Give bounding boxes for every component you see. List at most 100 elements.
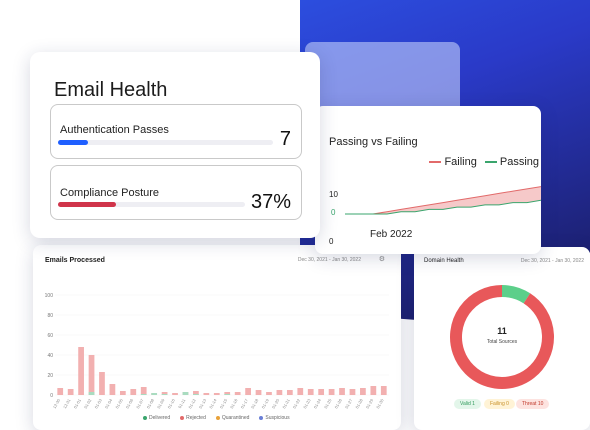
bar-rejected xyxy=(276,390,283,395)
y-tick-label: 80 xyxy=(47,313,53,319)
legend-delivered[interactable]: Delivered xyxy=(143,415,170,421)
gear-icon[interactable]: ⚙ xyxy=(378,256,385,263)
x-tick-label: 01-22 xyxy=(292,397,302,409)
bar-delivered xyxy=(182,392,189,395)
y-tick-label: 20 xyxy=(47,373,53,379)
x-tick-label: 01-15 xyxy=(219,397,229,409)
bar-delivered xyxy=(224,394,231,395)
x-tick-label: 01-19 xyxy=(260,397,270,409)
bar-rejected xyxy=(193,391,199,395)
x-tick-label: 01-18 xyxy=(250,397,260,409)
x-tick-label: 01-13 xyxy=(198,397,208,409)
bar-rejected xyxy=(234,392,241,395)
x-tick-label: 01-21 xyxy=(281,397,291,409)
legend-quarantined[interactable]: Quarantined xyxy=(215,415,249,421)
bar-rejected xyxy=(213,393,220,395)
compliance-posture-bar-fill xyxy=(58,202,116,207)
authentication-passes-bar-fill xyxy=(58,140,89,145)
x-tick-label: 01-07 xyxy=(135,397,145,409)
domain-health-donut xyxy=(450,285,554,389)
y-tick-label: 0 xyxy=(50,393,53,399)
y-tick-label: 60 xyxy=(47,333,53,339)
bar-rejected xyxy=(140,387,147,395)
bottom-tick: 0 xyxy=(329,237,334,246)
emails-processed-card: Emails Processed Dec 30, 2021 - Jan 30, … xyxy=(33,245,401,430)
x-tick-label: 01-25 xyxy=(323,397,333,409)
compliance-posture-label: Compliance Posture xyxy=(60,187,160,199)
domain-health-date-range[interactable]: Dec 30, 2021 - Jan 30, 2022 xyxy=(520,258,584,264)
domain-health-donut-plot xyxy=(450,285,554,389)
bar-rejected xyxy=(99,372,105,395)
threat-pill[interactable]: Threat 10 xyxy=(516,399,550,409)
failing-pill[interactable]: Failing 0 xyxy=(484,399,515,409)
bar-rejected xyxy=(224,392,231,395)
bar-delivered xyxy=(140,394,147,395)
passing-vs-failing-chart: 10 0 Feb 2022 0 xyxy=(329,186,541,246)
passing-vs-failing-title: Passing vs Failing xyxy=(329,136,418,148)
compliance-posture-metric[interactable]: Compliance Posture 37% xyxy=(50,165,302,220)
bar-rejected xyxy=(172,393,178,395)
x-tick-label: 12-30 xyxy=(52,397,62,409)
legend-passing[interactable]: Passing xyxy=(484,156,539,168)
authentication-passes-metric[interactable]: Authentication Passes 7 xyxy=(50,104,302,159)
x-tick-label: 01-03 xyxy=(93,397,103,409)
legend-rejected[interactable]: Rejected xyxy=(180,415,206,421)
total-sources-label: Total Sources xyxy=(486,339,518,345)
bar-rejected xyxy=(67,389,74,395)
domain-health-title: Domain Health xyxy=(424,258,464,264)
bar-rejected xyxy=(297,388,304,395)
compliance-posture-value: 37% xyxy=(250,191,291,213)
x-axis-label: Feb 2022 xyxy=(370,229,413,240)
passing-vs-failing-plot xyxy=(345,186,541,215)
authentication-passes-label: Authentication Passes xyxy=(60,124,169,136)
bar-delivered xyxy=(88,392,95,395)
legend-failing[interactable]: Failing xyxy=(429,156,477,168)
authentication-passes-value: 7 xyxy=(279,128,291,150)
x-tick-label: 01-26 xyxy=(333,397,343,409)
valid-pill[interactable]: Valid 1 xyxy=(454,399,481,409)
bar-rejected xyxy=(203,393,210,395)
failing-area xyxy=(345,186,541,214)
bar-rejected xyxy=(109,384,116,395)
total-sources-count: 11 xyxy=(497,326,507,336)
emails-processed-date-range[interactable]: Dec 30, 2021 - Jan 30, 2022 xyxy=(297,257,361,263)
donut-slice-threat xyxy=(450,285,554,389)
x-tick-label: 01-30 xyxy=(375,397,385,409)
x-tick-label: 01-14 xyxy=(208,397,218,409)
x-tick-label: 01-28 xyxy=(354,397,364,409)
x-tick-label: 01-02 xyxy=(83,397,93,409)
bar-rejected xyxy=(307,389,314,395)
failing-line xyxy=(345,186,541,215)
bar-delivered xyxy=(193,394,199,395)
legend-failing-swatch xyxy=(429,161,442,163)
bar-rejected xyxy=(161,392,168,395)
legend-failing-label: Failing xyxy=(444,156,477,168)
bar-rejected xyxy=(370,386,377,395)
legend-passing-label: Passing xyxy=(499,156,539,168)
x-tick-label: 01-04 xyxy=(104,397,114,409)
bar-rejected xyxy=(57,388,64,395)
x-tick-label: 01-01 xyxy=(73,397,83,409)
bar-rejected xyxy=(318,389,325,395)
x-tick-label: 01-24 xyxy=(313,397,323,409)
x-tick-label: 01-20 xyxy=(271,397,281,409)
bar-rejected xyxy=(78,347,84,395)
emails-processed-legend: Delivered Rejected Quarantined Suspiciou… xyxy=(143,415,290,421)
x-tick-label: 01-10 xyxy=(166,397,176,409)
domain-health-card: Domain Health Dec 30, 2021 - Jan 30, 202… xyxy=(414,247,590,430)
y-tick-10: 10 xyxy=(329,190,338,199)
legend-suspicious[interactable]: Suspicious xyxy=(259,415,290,421)
x-tick-label: 01-23 xyxy=(302,397,312,409)
bar-rejected xyxy=(328,389,335,395)
x-tick-label: 01-09 xyxy=(156,397,166,409)
bar-rejected xyxy=(255,390,262,395)
bar-rejected xyxy=(349,389,356,395)
passing-vs-failing-card: Passing vs Failing Failing Passing 10 0 … xyxy=(315,106,541,254)
bar-rejected xyxy=(339,388,345,395)
x-tick-label: 01-06 xyxy=(125,397,135,409)
donut-slice-valid xyxy=(501,285,531,304)
x-tick-label: 01-29 xyxy=(365,397,375,409)
x-tick-label: 01-08 xyxy=(146,397,156,409)
